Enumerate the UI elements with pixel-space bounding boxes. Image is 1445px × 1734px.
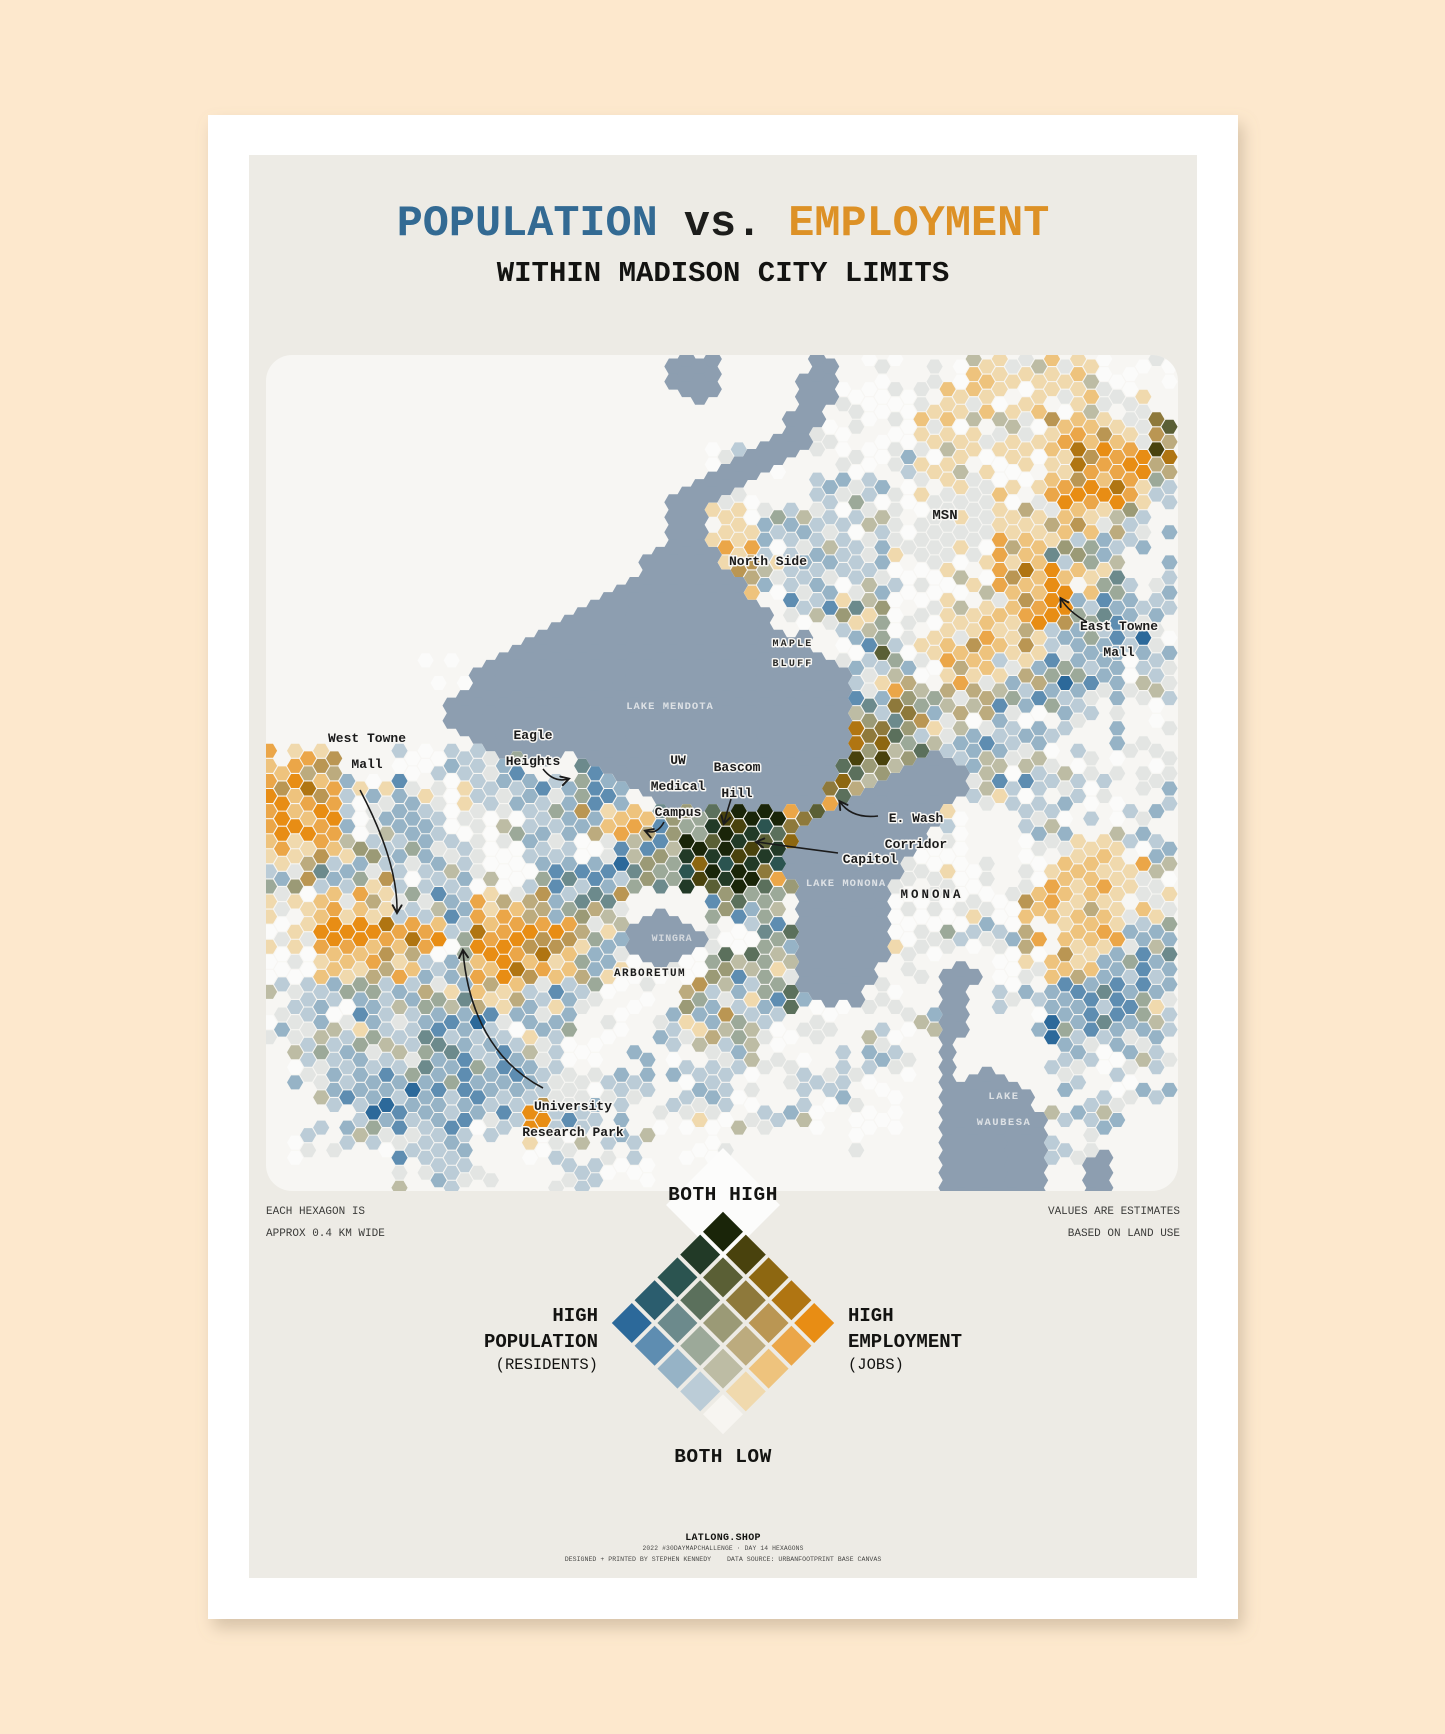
svg-text:Research Park: Research Park bbox=[522, 1125, 624, 1140]
svg-text:Capitol: Capitol bbox=[843, 852, 898, 867]
svg-text:2022 #30DAYMAPCHALLENGE · DAY: 2022 #30DAYMAPCHALLENGE · DAY 14 HEXAGON… bbox=[642, 1545, 803, 1552]
svg-text:POPULATION vs. EMPLOYMENT: POPULATION vs. EMPLOYMENT bbox=[397, 200, 1050, 249]
svg-text:HIGH: HIGH bbox=[552, 1305, 598, 1327]
svg-text:LATLONG.SHOP: LATLONG.SHOP bbox=[685, 1533, 761, 1544]
svg-text:BOTH LOW: BOTH LOW bbox=[674, 1446, 772, 1468]
svg-text:(RESIDENTS): (RESIDENTS) bbox=[496, 1356, 598, 1374]
svg-text:LAKE: LAKE bbox=[988, 1091, 1019, 1103]
svg-text:Heights: Heights bbox=[506, 754, 561, 769]
svg-text:DESIGNED + PRINTED BY STEPHEN: DESIGNED + PRINTED BY STEPHEN KENNEDY DA… bbox=[565, 1556, 882, 1563]
svg-text:MAPLE: MAPLE bbox=[772, 639, 813, 650]
svg-text:WAUBESA: WAUBESA bbox=[977, 1117, 1032, 1129]
svg-text:Mall: Mall bbox=[1103, 645, 1134, 660]
svg-text:POPULATION: POPULATION bbox=[484, 1331, 598, 1353]
svg-text:East Towne: East Towne bbox=[1080, 619, 1158, 634]
svg-text:UW: UW bbox=[670, 753, 686, 768]
svg-text:BASED ON LAND USE: BASED ON LAND USE bbox=[1068, 1228, 1181, 1240]
svg-text:Bascom: Bascom bbox=[714, 760, 761, 775]
svg-text:MSN: MSN bbox=[932, 508, 957, 524]
svg-text:APPROX 0.4 KM WIDE: APPROX 0.4 KM WIDE bbox=[266, 1228, 385, 1240]
svg-text:WINGRA: WINGRA bbox=[652, 934, 693, 945]
svg-text:ARBORETUM: ARBORETUM bbox=[614, 968, 686, 980]
svg-text:BOTH HIGH: BOTH HIGH bbox=[668, 1184, 778, 1206]
svg-text:Corridor: Corridor bbox=[885, 837, 947, 852]
svg-text:EMPLOYMENT: EMPLOYMENT bbox=[848, 1331, 962, 1353]
svg-text:North Side: North Side bbox=[729, 554, 807, 569]
svg-text:Medical: Medical bbox=[651, 779, 706, 794]
svg-text:HIGH: HIGH bbox=[848, 1305, 894, 1327]
svg-text:LAKE MENDOTA: LAKE MENDOTA bbox=[626, 701, 714, 713]
svg-text:VALUES ARE ESTIMATES: VALUES ARE ESTIMATES bbox=[1048, 1206, 1180, 1218]
svg-text:University: University bbox=[534, 1099, 612, 1114]
svg-text:BLUFF: BLUFF bbox=[772, 659, 813, 670]
svg-text:WITHIN MADISON CITY LIMITS: WITHIN MADISON CITY LIMITS bbox=[497, 257, 949, 290]
svg-text:E. Wash: E. Wash bbox=[889, 811, 944, 826]
svg-text:(JOBS): (JOBS) bbox=[848, 1356, 904, 1374]
svg-text:Hill: Hill bbox=[721, 786, 752, 801]
svg-text:West Towne: West Towne bbox=[328, 731, 406, 746]
svg-text:LAKE MONONA: LAKE MONONA bbox=[806, 878, 886, 890]
svg-text:Campus: Campus bbox=[655, 805, 702, 820]
svg-text:Mall: Mall bbox=[351, 757, 382, 772]
svg-text:EACH HEXAGON IS: EACH HEXAGON IS bbox=[266, 1206, 365, 1218]
svg-text:Eagle: Eagle bbox=[513, 728, 552, 743]
svg-text:MONONA: MONONA bbox=[900, 888, 963, 902]
